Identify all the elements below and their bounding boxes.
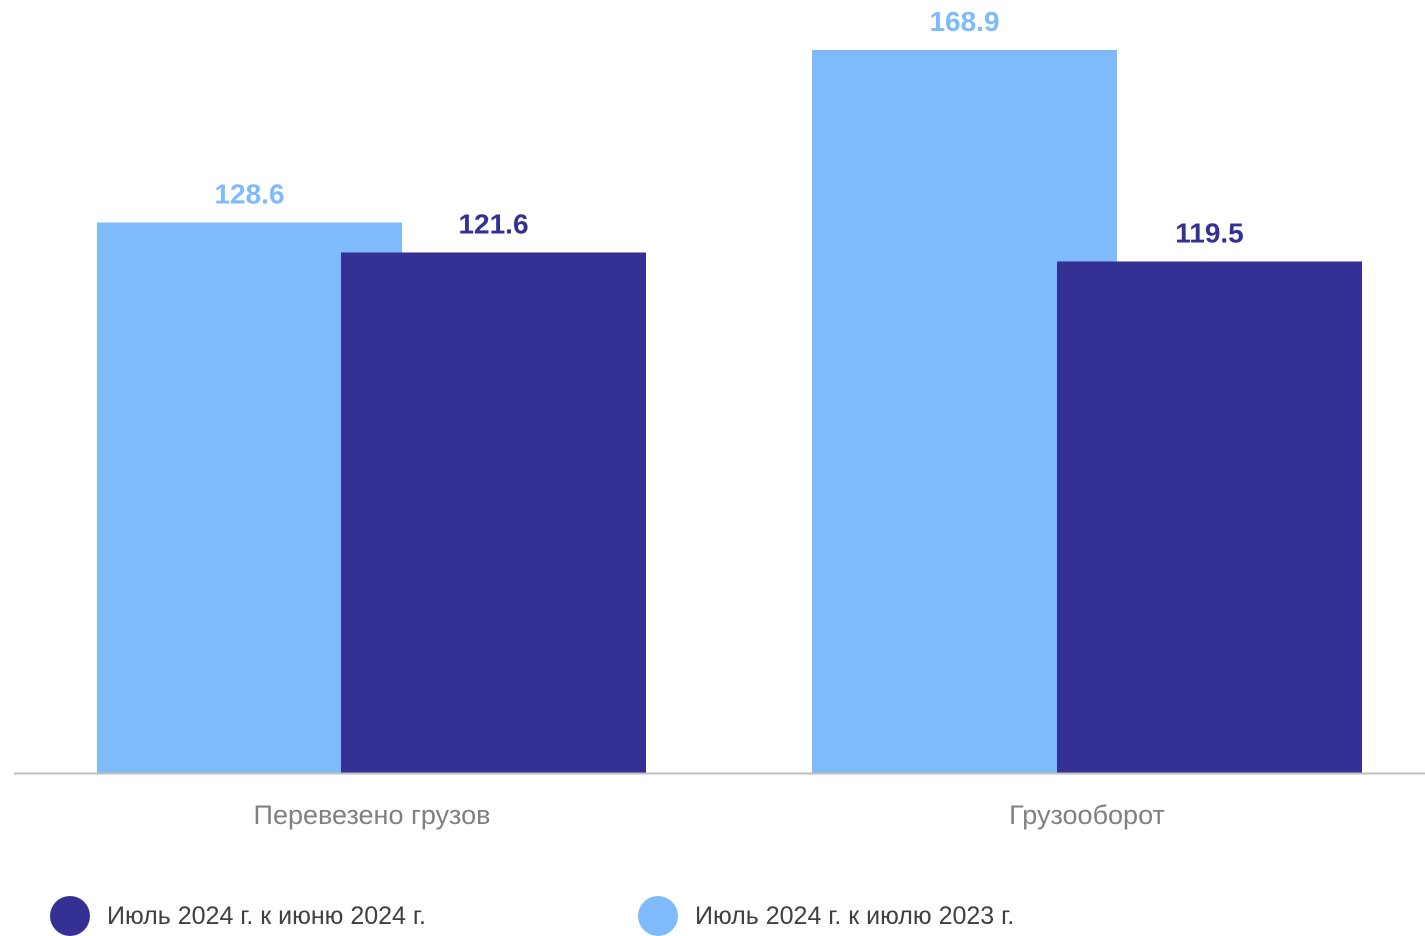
bar-2-2 [1057, 261, 1362, 773]
legend-swatch-1 [50, 896, 90, 936]
legend-item-1: Июль 2024 г. к июню 2024 г. [50, 896, 426, 936]
data-label-2-2: 119.5 [1175, 217, 1244, 248]
x-tick-label-1: Перевезено грузов [254, 800, 491, 830]
legend-item-2: Июль 2024 г. к июлю 2023 г. [638, 896, 1014, 936]
bar-chart: 128.6 168.9 121.6 119.5 Перевезено грузов Гру… [14, 6, 1425, 830]
x-tick-label-2: Грузооборот [1009, 800, 1165, 830]
legend-swatch-2 [638, 896, 678, 936]
data-label-1-2: 168.9 [929, 6, 999, 37]
data-label-1-1: 128.6 [214, 179, 284, 210]
legend-label-2: Июль 2024 г. к июлю 2023 г. [695, 901, 1015, 930]
bar-2-1 [341, 252, 646, 773]
data-label-2-1: 121.6 [458, 208, 528, 239]
legend-label-1: Июль 2024 г. к июню 2024 г. [107, 901, 426, 930]
